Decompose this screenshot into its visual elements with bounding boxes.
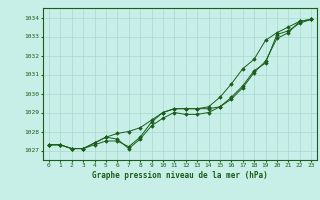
X-axis label: Graphe pression niveau de la mer (hPa): Graphe pression niveau de la mer (hPa)	[92, 171, 268, 180]
